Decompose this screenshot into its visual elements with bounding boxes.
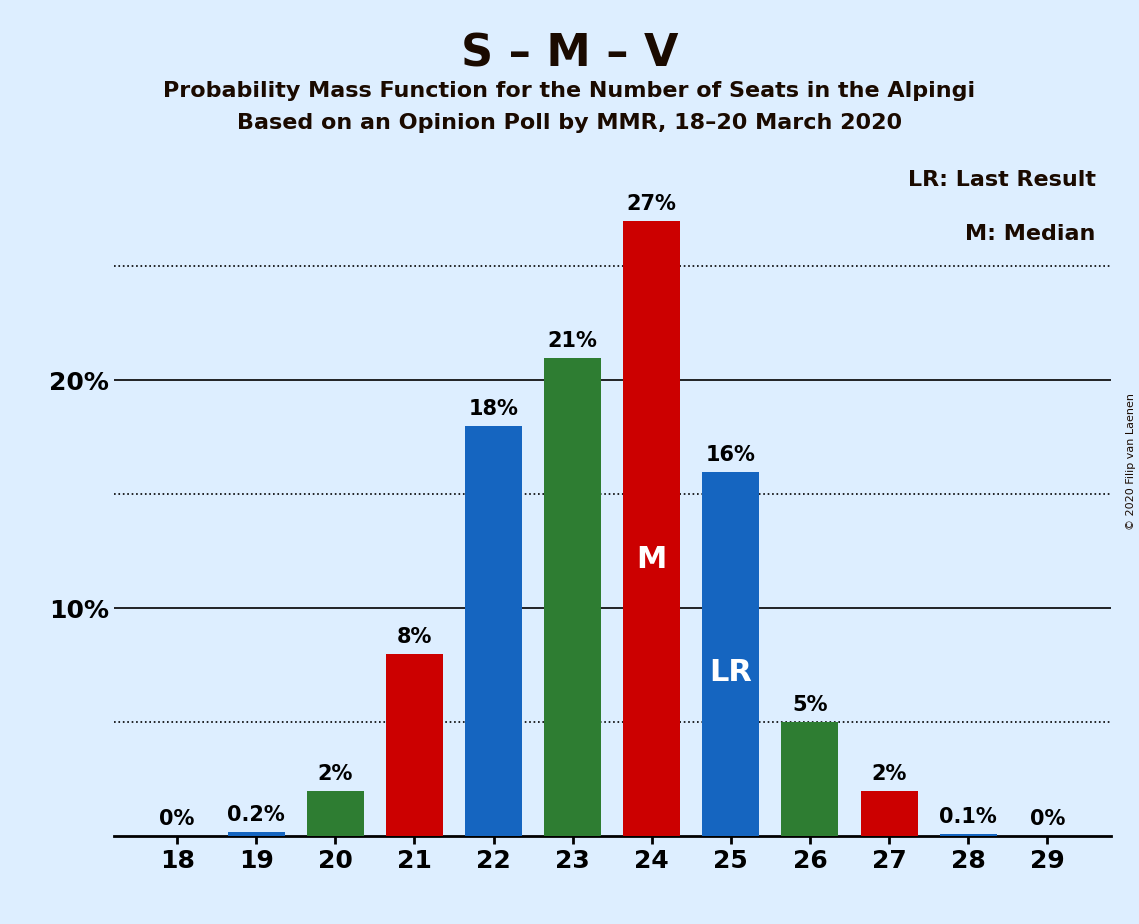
Text: M: Median: M: Median — [965, 225, 1096, 244]
Text: 16%: 16% — [706, 444, 756, 465]
Bar — [781, 723, 838, 836]
Text: Probability Mass Function for the Number of Seats in the Alpingi: Probability Mass Function for the Number… — [163, 81, 976, 102]
Text: S – M – V: S – M – V — [461, 32, 678, 76]
Text: 18%: 18% — [468, 399, 518, 419]
Text: LR: LR — [710, 658, 752, 687]
Bar — [228, 832, 285, 836]
Bar — [861, 791, 918, 836]
Text: 27%: 27% — [626, 194, 677, 214]
Bar — [544, 358, 601, 836]
Text: 0%: 0% — [159, 809, 195, 830]
Text: 2%: 2% — [871, 764, 907, 784]
Text: 0.1%: 0.1% — [940, 807, 997, 827]
Text: M: M — [637, 545, 667, 574]
Bar — [386, 654, 443, 836]
Text: 0.2%: 0.2% — [228, 805, 285, 825]
Text: 2%: 2% — [318, 764, 353, 784]
Text: Based on an Opinion Poll by MMR, 18–20 March 2020: Based on an Opinion Poll by MMR, 18–20 M… — [237, 113, 902, 133]
Bar — [465, 426, 522, 836]
Text: 8%: 8% — [396, 627, 432, 647]
Text: 5%: 5% — [793, 696, 828, 715]
Text: 21%: 21% — [548, 331, 598, 351]
Bar — [703, 471, 760, 836]
Text: © 2020 Filip van Laenen: © 2020 Filip van Laenen — [1126, 394, 1136, 530]
Bar — [306, 791, 363, 836]
Text: LR: Last Result: LR: Last Result — [908, 170, 1096, 189]
Bar — [623, 221, 680, 836]
Bar — [940, 834, 997, 836]
Text: 0%: 0% — [1030, 809, 1065, 830]
